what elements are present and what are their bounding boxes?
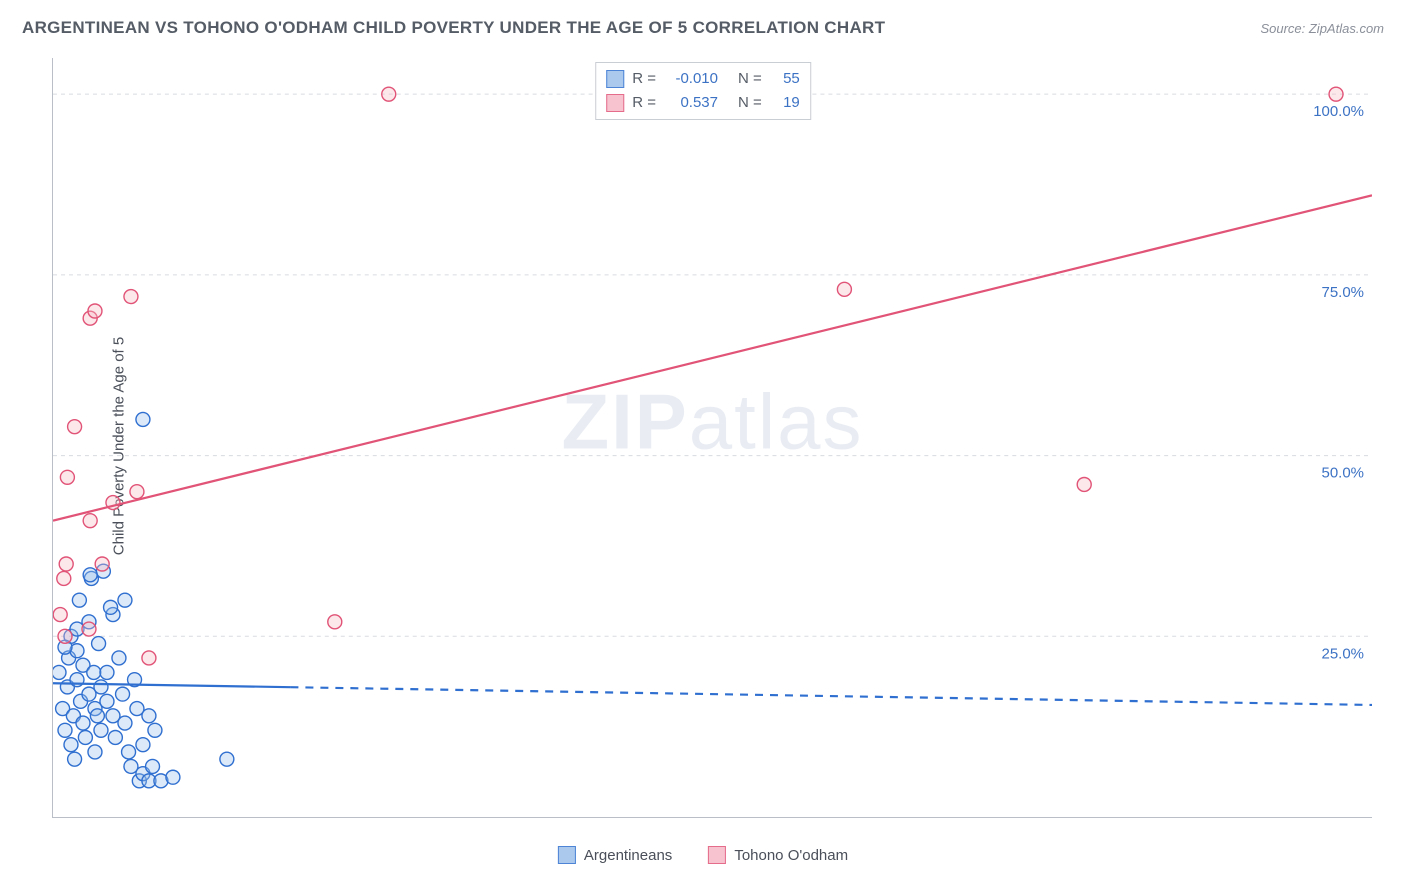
data-point-argentineans xyxy=(94,680,108,694)
data-point-argentineans xyxy=(108,730,122,744)
data-point-argentineans xyxy=(90,709,104,723)
data-point-tohono xyxy=(58,629,72,643)
data-point-argentineans xyxy=(142,709,156,723)
data-point-argentineans xyxy=(100,665,114,679)
legend-stats-row: R = 0.537 N = 19 xyxy=(606,91,800,115)
r-value: -0.010 xyxy=(666,67,718,91)
data-point-argentineans xyxy=(112,651,126,665)
data-point-argentineans xyxy=(104,600,118,614)
plot-area: 25.0%50.0%75.0%100.0%0.0%100.0% ZIPatlas xyxy=(52,58,1372,818)
legend-series-item: Argentineans xyxy=(558,846,672,864)
y-tick-label: 75.0% xyxy=(1322,284,1364,301)
data-point-argentineans xyxy=(136,738,150,752)
data-point-argentineans xyxy=(220,752,234,766)
data-point-argentineans xyxy=(68,752,82,766)
legend-series-label: Tohono O'odham xyxy=(734,847,848,864)
n-value: 55 xyxy=(772,67,800,91)
data-point-tohono xyxy=(83,514,97,528)
data-point-argentineans xyxy=(76,716,90,730)
data-point-tohono xyxy=(82,622,96,636)
data-point-argentineans xyxy=(136,412,150,426)
data-point-tohono xyxy=(57,571,71,585)
n-label: N = xyxy=(738,91,762,115)
data-point-argentineans xyxy=(118,716,132,730)
legend-stats: R = -0.010 N = 55 R = 0.537 N = 19 xyxy=(595,62,811,120)
source-label: Source: ZipAtlas.com xyxy=(1260,21,1384,36)
chart-header: ARGENTINEAN VS TOHONO O'ODHAM CHILD POVE… xyxy=(22,18,1384,38)
data-point-argentineans xyxy=(94,723,108,737)
data-point-argentineans xyxy=(87,665,101,679)
data-point-argentineans xyxy=(88,745,102,759)
data-point-argentineans xyxy=(53,665,66,679)
data-point-argentineans xyxy=(118,593,132,607)
data-point-argentineans xyxy=(148,723,162,737)
trendline-argentineans-dashed xyxy=(290,687,1372,705)
data-point-tohono xyxy=(60,470,74,484)
data-point-tohono xyxy=(837,282,851,296)
legend-swatch xyxy=(606,70,624,88)
data-point-argentineans xyxy=(166,770,180,784)
legend-series-label: Argentineans xyxy=(584,847,672,864)
legend-series: Argentineans Tohono O'odham xyxy=(558,846,848,864)
data-point-tohono xyxy=(1077,477,1091,491)
data-point-argentineans xyxy=(64,738,78,752)
data-point-tohono xyxy=(88,304,102,318)
r-label: R = xyxy=(632,67,656,91)
data-point-argentineans xyxy=(92,637,106,651)
legend-stats-row: R = -0.010 N = 55 xyxy=(606,67,800,91)
chart-title: ARGENTINEAN VS TOHONO O'ODHAM CHILD POVE… xyxy=(22,18,885,38)
data-point-argentineans xyxy=(100,694,114,708)
legend-swatch xyxy=(558,846,576,864)
data-point-tohono xyxy=(1329,87,1343,101)
r-value: 0.537 xyxy=(666,91,718,115)
chart-svg: 25.0%50.0%75.0%100.0%0.0%100.0% xyxy=(53,58,1372,817)
legend-swatch xyxy=(606,94,624,112)
legend-series-item: Tohono O'odham xyxy=(708,846,848,864)
y-tick-label: 25.0% xyxy=(1322,645,1364,662)
data-point-argentineans xyxy=(58,723,72,737)
data-point-argentineans xyxy=(83,568,97,582)
r-label: R = xyxy=(632,91,656,115)
y-tick-label: 100.0% xyxy=(1313,103,1364,120)
n-label: N = xyxy=(738,67,762,91)
data-point-tohono xyxy=(68,420,82,434)
data-point-tohono xyxy=(95,557,109,571)
data-point-tohono xyxy=(142,651,156,665)
trendline-tohono xyxy=(53,195,1372,520)
data-point-tohono xyxy=(124,290,138,304)
data-point-tohono xyxy=(53,608,67,622)
y-tick-label: 50.0% xyxy=(1322,465,1364,482)
data-point-argentineans xyxy=(146,759,160,773)
legend-swatch xyxy=(708,846,726,864)
data-point-argentineans xyxy=(78,730,92,744)
data-point-tohono xyxy=(59,557,73,571)
data-point-argentineans xyxy=(116,687,130,701)
n-value: 19 xyxy=(772,91,800,115)
data-point-tohono xyxy=(130,485,144,499)
data-point-tohono xyxy=(382,87,396,101)
data-point-tohono xyxy=(328,615,342,629)
data-point-argentineans xyxy=(122,745,136,759)
data-point-argentineans xyxy=(72,593,86,607)
